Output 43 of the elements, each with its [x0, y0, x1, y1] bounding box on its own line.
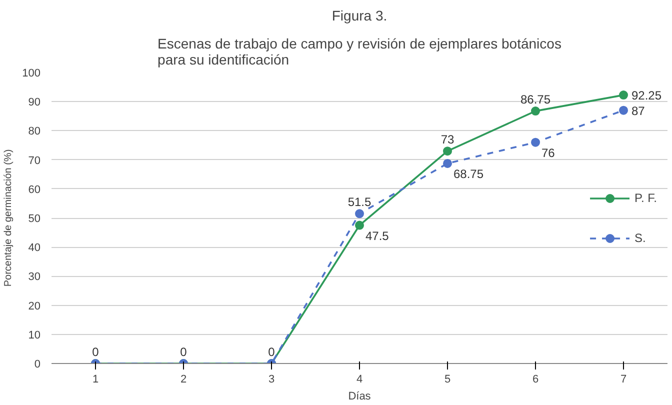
x-tick-label: 2	[180, 374, 187, 386]
data-label: 76	[542, 146, 556, 160]
data-label: 47.5	[366, 228, 390, 243]
data-label: 86.75	[520, 92, 551, 107]
y-tick-label: 90	[28, 96, 41, 109]
point	[355, 220, 364, 230]
y-tick-label: 40	[28, 242, 41, 254]
x-tick-label: 4	[356, 374, 363, 386]
y-tick-label: 30	[28, 271, 41, 284]
data-label: 68.75	[454, 166, 484, 181]
data-label: 0	[92, 345, 100, 359]
point	[443, 146, 452, 156]
x-tick-label: 1	[92, 374, 99, 386]
y-tick-label: 60	[28, 184, 41, 196]
y-tick-label: 10	[28, 329, 41, 342]
data-label: 0	[180, 345, 188, 359]
y-tick-label: 70	[28, 154, 41, 167]
data-label: 51.5	[348, 195, 372, 210]
x-axis-title: Días	[348, 390, 372, 402]
point	[443, 158, 452, 168]
point	[355, 209, 364, 218]
legend-label: P. F.	[634, 190, 657, 204]
x-tick-label: 5	[444, 374, 451, 386]
point	[531, 138, 540, 147]
data-label: 92.25	[632, 88, 662, 103]
x-tick-label: 6	[532, 374, 539, 386]
chart-title: Figura 3.	[332, 8, 388, 24]
y-tick-label: 0	[34, 358, 41, 370]
data-label: 87	[632, 104, 646, 118]
y-tick-label: 80	[28, 126, 41, 138]
point	[619, 90, 628, 100]
y-axis-title: Porcentaje de germinación (%)	[3, 149, 14, 287]
chart-subtitle: Escenas de trabajo de campo y revisión de ejemplares botánicos para su identificación	[158, 36, 562, 68]
y-tick-label: 20	[28, 300, 41, 312]
y-tick-label: 50	[28, 213, 41, 225]
x-tick-label: 7	[620, 374, 627, 386]
y-tick-label: 100	[22, 68, 41, 80]
x-tick-label: 3	[268, 374, 275, 386]
legend-label: S.	[634, 230, 647, 244]
point	[531, 106, 540, 116]
point	[619, 106, 628, 115]
data-label: 0	[268, 345, 276, 359]
data-label: 73	[440, 132, 454, 147]
